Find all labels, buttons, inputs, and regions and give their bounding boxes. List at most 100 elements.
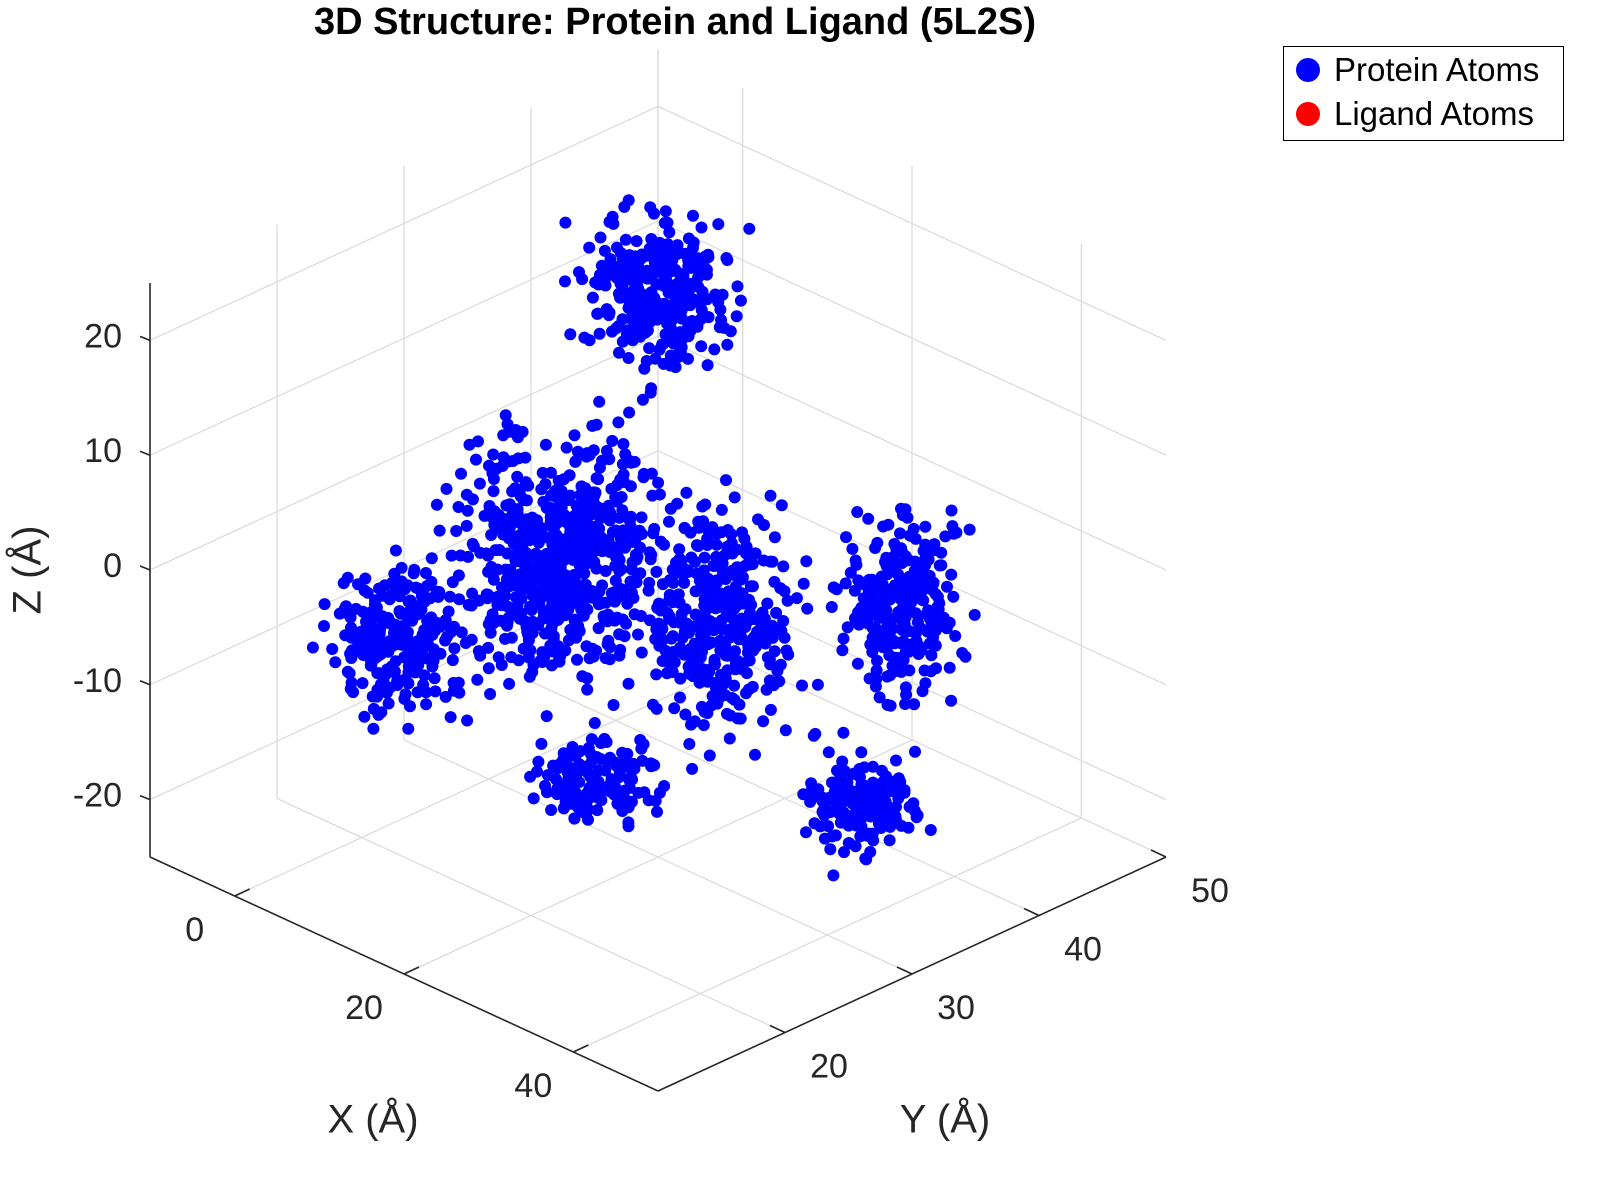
protein-atom-point: [570, 580, 582, 593]
protein-atom-point: [857, 592, 870, 605]
protein-atom-point: [721, 338, 734, 351]
protein-atom-point: [697, 290, 710, 303]
protein-atom-point: [613, 628, 626, 641]
protein-atom-point: [825, 601, 838, 613]
protein-atom-point: [539, 438, 552, 451]
protein-atom-point: [695, 221, 708, 234]
protein-atom-point: [462, 598, 475, 611]
protein-atom-point: [586, 642, 599, 655]
protein-atom-point: [441, 630, 453, 643]
protein-atom-point: [728, 491, 741, 504]
protein-atom-point: [454, 549, 467, 562]
protein-atom-point: [822, 820, 835, 833]
protein-atom-point: [514, 568, 527, 581]
protein-atom-point: [683, 626, 695, 639]
protein-atom-point: [769, 623, 781, 636]
protein-atom-point: [490, 462, 503, 475]
legend-entry-protein[interactable]: Protein Atoms: [1296, 51, 1539, 88]
protein-atom-point: [860, 853, 873, 866]
protein-atom-point: [875, 820, 888, 833]
protein-atom-point: [715, 623, 728, 636]
protein-atom-point: [637, 467, 650, 480]
protein-atom-point: [777, 615, 790, 627]
protein-atom-point: [686, 762, 699, 775]
protein-atom-point: [604, 641, 617, 654]
protein-atom-point: [365, 658, 378, 671]
protein-atom-point: [866, 621, 879, 634]
protein-atom-point: [708, 656, 721, 669]
protein-atom-point: [743, 222, 756, 235]
protein-atom-point: [599, 565, 612, 577]
protein-atom-point: [912, 609, 925, 622]
protein-atom-point: [596, 454, 608, 467]
protein-atom-point: [497, 528, 510, 541]
protein-atom-point: [425, 611, 438, 624]
protein-atom-point: [888, 637, 901, 650]
protein-atom-point: [551, 543, 563, 556]
protein-atom-point: [607, 217, 620, 230]
x-tick-label: 20: [345, 989, 383, 1027]
protein-atom-point: [593, 395, 606, 408]
protein-atom-point: [602, 534, 615, 547]
protein-atom-point: [652, 476, 665, 489]
protein-atom-point: [839, 577, 852, 590]
protein-atom-point: [419, 567, 432, 579]
protein-atom-point: [749, 748, 761, 761]
protein-atom-point: [837, 793, 850, 806]
protein-atom-point: [443, 590, 456, 603]
z-tick-label: -10: [73, 662, 122, 700]
protein-atom-point: [731, 599, 744, 612]
protein-atom-point: [935, 559, 948, 572]
protein-atom-point: [657, 276, 670, 289]
protein-atom-point: [540, 710, 553, 723]
protein-atom-point: [593, 268, 606, 281]
protein-atom-point: [621, 747, 634, 760]
protein-atom-point: [808, 817, 821, 830]
protein-atom-point: [665, 265, 678, 278]
protein-atom-point: [838, 846, 850, 859]
protein-atom-point: [695, 700, 708, 713]
protein-atom-point: [663, 515, 675, 528]
protein-atom-point: [550, 582, 563, 595]
y-tick: [1023, 907, 1040, 917]
legend-entry-ligand[interactable]: Ligand Atoms: [1296, 95, 1534, 132]
protein-atom-point: [583, 652, 596, 665]
protein-atom-point: [927, 578, 940, 590]
protein-atom-point: [908, 698, 921, 711]
protein-atom-point: [779, 724, 792, 737]
protein-atom-point: [678, 521, 691, 534]
protein-atom-point: [585, 748, 597, 761]
protein-atom-point: [671, 497, 684, 510]
protein-atom-point: [594, 737, 607, 749]
protein-atom-point: [630, 553, 643, 566]
protein-atom-point: [715, 674, 728, 686]
protein-atom-point: [674, 672, 687, 685]
protein-atom-point: [318, 598, 331, 611]
protein-atom-point: [470, 453, 482, 466]
protein-atom-point: [642, 584, 655, 597]
protein-atom-point: [564, 489, 577, 502]
protein-atom-point: [687, 670, 699, 683]
protein-atom-point: [892, 568, 904, 581]
protein-atom-point: [735, 573, 748, 586]
x-tick: [572, 1044, 589, 1053]
protein-atom-point: [945, 504, 958, 517]
legend[interactable]: Protein Atoms Ligand Atoms: [1283, 46, 1564, 141]
protein-atom-point: [796, 679, 808, 692]
protein-atom-point: [650, 668, 663, 681]
protein-atom-point: [375, 706, 388, 719]
protein-atom-point: [834, 770, 847, 782]
protein-atom-point: [360, 634, 373, 647]
protein-atom-point: [602, 309, 615, 322]
z-tick-label: 0: [103, 547, 122, 585]
protein-atom-point: [396, 674, 409, 687]
protein-atom-point: [909, 627, 922, 640]
protein-atom-point: [612, 320, 625, 333]
protein-atom-point: [742, 558, 755, 571]
protein-atom-point: [343, 667, 356, 680]
protein-atom-point: [781, 594, 794, 607]
protein-atom-point: [756, 631, 769, 644]
protein-atom-point: [740, 687, 752, 700]
protein-atom-point: [524, 770, 537, 783]
